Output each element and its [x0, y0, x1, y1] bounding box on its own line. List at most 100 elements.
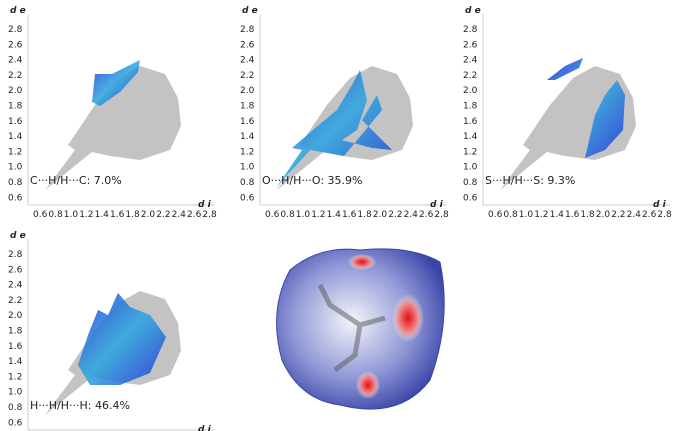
- y-tick-label: 0.6: [8, 418, 23, 428]
- x-tick-label: 2.0: [141, 210, 156, 220]
- y-tick-label: 2.8: [8, 250, 23, 260]
- y-axis-label: d e: [242, 6, 258, 16]
- x-tick-label: 1.6: [342, 210, 357, 220]
- panel-label: H···H/H···H: 46.4%: [30, 399, 130, 412]
- y-tick-label: 1.6: [463, 117, 478, 127]
- y-tick-label: 1.6: [240, 117, 255, 127]
- x-tick-label: 2.4: [404, 210, 419, 220]
- x-tick-label: 1.0: [519, 210, 534, 220]
- x-tick-label: 1.6: [565, 210, 580, 220]
- panel-label: S···H/H···S: 9.3%: [485, 174, 575, 187]
- x-tick-label: 1.4: [327, 210, 342, 220]
- y-tick-label: 1.0: [240, 163, 255, 173]
- x-tick-label: 0.6: [265, 210, 280, 220]
- y-tick-label: 0.8: [240, 178, 255, 188]
- y-tick-label: 1.2: [8, 147, 22, 157]
- y-tick-label: 2.8: [240, 25, 255, 35]
- y-tick-label: 1.2: [8, 372, 22, 382]
- y-axis-label: d e: [465, 6, 481, 16]
- x-tick-label: 2.8: [434, 210, 449, 220]
- y-tick-label: 1.4: [240, 132, 255, 142]
- x-tick-label: 1.8: [580, 210, 595, 220]
- x-tick-label: 0.8: [48, 210, 63, 220]
- y-tick-label: 2.0: [463, 86, 478, 96]
- y-tick-label: 2.2: [8, 71, 22, 81]
- x-tick-label: 0.6: [33, 210, 48, 220]
- y-tick-label: 2.8: [8, 25, 23, 35]
- y-tick-label: 0.6: [8, 193, 23, 203]
- y-tick-label: 2.6: [8, 265, 23, 275]
- y-tick-label: 0.6: [463, 193, 478, 203]
- y-tick-label: 1.0: [8, 388, 23, 398]
- y-tick-label: 1.4: [8, 357, 23, 367]
- x-tick-label: 2.0: [596, 210, 611, 220]
- x-tick-label: 1.2: [79, 210, 93, 220]
- y-tick-label: 2.6: [8, 40, 23, 50]
- y-tick-label: 1.2: [240, 147, 254, 157]
- y-tick-label: 1.8: [8, 327, 23, 337]
- x-tick-label: 0.8: [503, 210, 518, 220]
- y-tick-label: 1.0: [8, 163, 23, 173]
- y-tick-label: 1.4: [8, 132, 23, 142]
- panel-label: O···H/H···O: 35.9%: [262, 174, 363, 187]
- x-tick-label: 1.4: [95, 210, 110, 220]
- y-tick-label: 2.6: [240, 40, 255, 50]
- y-tick-label: 2.2: [8, 296, 22, 306]
- y-tick-label: 1.6: [8, 117, 23, 127]
- x-tick-label: 0.8: [280, 210, 295, 220]
- y-tick-label: 2.4: [463, 56, 478, 66]
- y-tick-label: 2.2: [240, 71, 254, 81]
- y-tick-label: 1.6: [8, 342, 23, 352]
- x-tick-label: 2.6: [642, 210, 657, 220]
- x-axis-label: d i: [198, 200, 212, 210]
- y-axis-label: d e: [10, 6, 26, 16]
- y-tick-label: 2.0: [240, 86, 255, 96]
- x-tick-label: 0.6: [488, 210, 503, 220]
- y-tick-label: 1.8: [8, 102, 23, 112]
- x-tick-label: 2.2: [388, 210, 402, 220]
- y-tick-label: 0.6: [240, 193, 255, 203]
- x-tick-label: 1.8: [125, 210, 140, 220]
- y-tick-label: 2.4: [8, 281, 23, 291]
- x-tick-label: 1.6: [110, 210, 125, 220]
- x-axis-label: d i: [653, 200, 667, 210]
- x-axis-label: d i: [198, 425, 212, 431]
- x-tick-label: 1.2: [311, 210, 325, 220]
- x-tick-label: 1.4: [550, 210, 565, 220]
- y-tick-label: 0.8: [463, 178, 478, 188]
- x-tick-label: 1.8: [357, 210, 372, 220]
- y-tick-label: 1.4: [463, 132, 478, 142]
- fingerprint-panel: d ed i2.82.62.42.22.01.81.61.41.21.00.80…: [240, 6, 449, 220]
- x-tick-label: 2.6: [419, 210, 434, 220]
- y-tick-label: 0.8: [8, 403, 23, 413]
- x-axis-label: d i: [430, 200, 444, 210]
- fingerprint-panel: d e d i 2.8 2.6 2.4 2.2 2.0 1.8 1.6 1.4 1.2 1.0 0.8 0…: [8, 231, 217, 431]
- x-tick-label: 2.4: [172, 210, 187, 220]
- y-tick-label: 1.2: [463, 147, 477, 157]
- x-tick-label: 2.8: [657, 210, 672, 220]
- x-tick-label: 2.0: [373, 210, 388, 220]
- figure: d ed i2.82.62.42.22.01.81.61.41.21.00.80…: [0, 0, 673, 431]
- y-tick-label: 2.0: [8, 86, 23, 96]
- y-tick-label: 2.8: [463, 25, 478, 35]
- fingerprint-panel: d ed i2.82.62.42.22.01.81.61.41.21.00.80…: [463, 6, 672, 220]
- x-tick-label: 2.2: [156, 210, 170, 220]
- y-tick-label: 0.8: [8, 178, 23, 188]
- x-tick-label: 2.2: [611, 210, 625, 220]
- y-tick-label: 2.0: [8, 311, 23, 321]
- y-tick-label: 2.4: [240, 56, 255, 66]
- y-tick-label: 2.6: [463, 40, 478, 50]
- x-tick-label: 1.0: [64, 210, 79, 220]
- y-tick-label: 1.0: [463, 163, 478, 173]
- y-axis-label: d e: [10, 231, 26, 241]
- panel-label: C···H/H···C: 7.0%: [30, 174, 122, 187]
- fingerprint-panel: d ed i2.82.62.42.22.01.81.61.41.21.00.80…: [8, 6, 217, 220]
- y-tick-label: 2.4: [8, 56, 23, 66]
- y-tick-label: 1.8: [463, 102, 478, 112]
- y-tick-label: 2.2: [463, 71, 477, 81]
- x-tick-label: 1.0: [296, 210, 311, 220]
- y-tick-label: 1.8: [240, 102, 255, 112]
- x-tick-label: 2.8: [202, 210, 217, 220]
- x-tick-label: 2.4: [627, 210, 642, 220]
- x-tick-label: 1.2: [534, 210, 548, 220]
